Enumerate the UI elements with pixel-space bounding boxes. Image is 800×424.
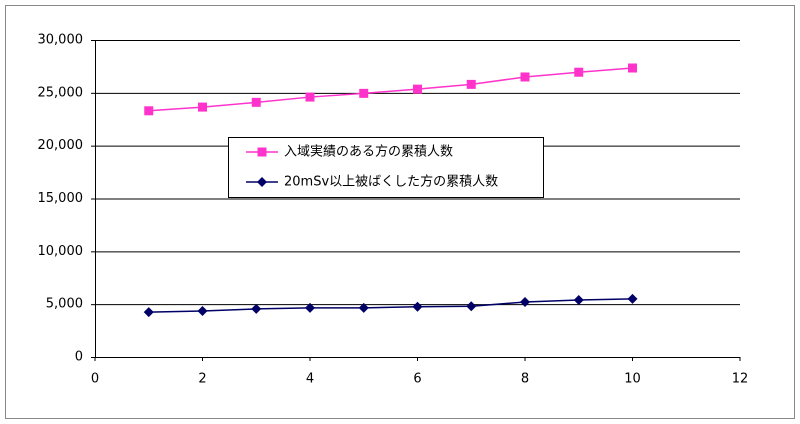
marker <box>198 102 207 112</box>
marker <box>144 106 154 116</box>
legend-box <box>228 137 544 198</box>
x-tick-label: 6 <box>413 372 421 387</box>
x-tick-label: 12 <box>732 372 749 387</box>
series-line <box>148 298 633 313</box>
y-tick-label: 0 <box>75 350 83 365</box>
marker <box>466 79 476 89</box>
marker <box>573 294 584 305</box>
marker <box>197 306 208 317</box>
x-tick-label: 2 <box>198 372 206 387</box>
y-tick-label: 5,000 <box>46 297 83 312</box>
legend-label: 20mSv以上被ばくした方の累積人数 <box>284 174 498 190</box>
marker <box>305 92 315 102</box>
marker <box>627 293 638 304</box>
x-tick-label: 8 <box>521 372 529 387</box>
marker <box>143 307 154 318</box>
marker <box>520 72 530 82</box>
y-tick-label: 15,000 <box>38 191 84 206</box>
legend-marker <box>257 147 267 157</box>
y-tick-label: 10,000 <box>38 244 84 259</box>
marker <box>359 88 369 98</box>
legend: 入域実績のある方の累積人数 20mSv以上被ばくした方の累積人数 <box>228 137 544 198</box>
marker <box>466 301 477 312</box>
marker <box>251 97 261 107</box>
marker <box>412 301 423 312</box>
marker <box>520 297 530 308</box>
marker <box>628 63 637 73</box>
marker <box>251 303 262 314</box>
marker <box>413 84 422 94</box>
legend-marker <box>257 177 267 187</box>
chart-frame <box>5 5 795 419</box>
series-line <box>148 67 633 112</box>
marker <box>574 67 584 77</box>
x-tick-label: 0 <box>91 372 99 387</box>
legend-label: 入域実績のある方の累積人数 <box>284 144 453 160</box>
marker <box>305 302 315 313</box>
x-tick-label: 10 <box>624 372 641 387</box>
y-tick-label: 20,000 <box>38 138 84 153</box>
x-tick-label: 4 <box>306 372 314 387</box>
y-tick-label: 25,000 <box>38 85 84 100</box>
marker <box>358 302 369 313</box>
y-tick-label: 30,000 <box>38 33 84 48</box>
